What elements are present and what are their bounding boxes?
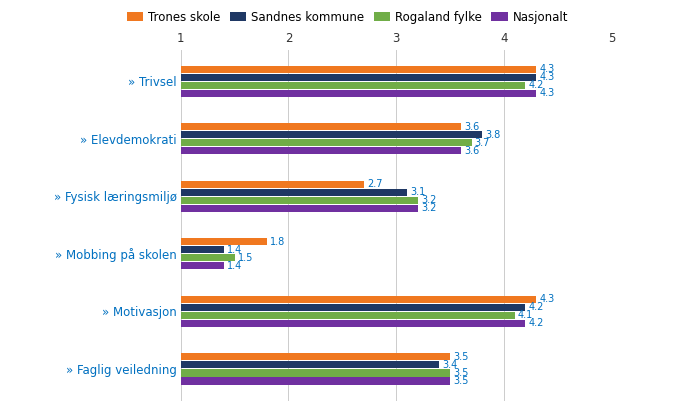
Text: 4.2: 4.2 <box>529 318 544 328</box>
Bar <box>181 377 450 385</box>
Bar <box>181 90 537 97</box>
Text: 1.4: 1.4 <box>227 261 243 271</box>
Text: 4.2: 4.2 <box>529 80 544 90</box>
Bar <box>181 320 525 327</box>
Bar <box>181 66 537 73</box>
Text: 1.4: 1.4 <box>227 245 243 255</box>
Text: 4.3: 4.3 <box>539 88 555 98</box>
Bar <box>181 139 471 146</box>
Text: 3.1: 3.1 <box>410 187 425 197</box>
Legend: Trones skole, Sandnes kommune, Rogaland fylke, Nasjonalt: Trones skole, Sandnes kommune, Rogaland … <box>122 6 573 28</box>
Bar <box>181 197 418 204</box>
Text: 3.5: 3.5 <box>453 352 468 362</box>
Text: 3.2: 3.2 <box>421 195 436 205</box>
Text: 1.8: 1.8 <box>270 237 286 247</box>
Text: 3.6: 3.6 <box>464 146 480 156</box>
Bar <box>181 246 224 254</box>
Text: 2.7: 2.7 <box>367 179 382 189</box>
Text: 3.7: 3.7 <box>475 138 490 148</box>
Bar <box>181 189 407 196</box>
Bar <box>181 361 439 368</box>
Bar <box>181 180 364 188</box>
Text: 3.8: 3.8 <box>486 130 501 140</box>
Bar <box>181 296 537 303</box>
Bar <box>181 82 525 89</box>
Text: 4.3: 4.3 <box>539 294 555 304</box>
Text: 3.4: 3.4 <box>443 360 458 370</box>
Bar <box>181 370 450 377</box>
Bar <box>181 147 461 154</box>
Bar <box>181 262 224 270</box>
Text: 3.2: 3.2 <box>421 203 436 214</box>
Bar <box>181 74 537 81</box>
Text: 3.5: 3.5 <box>453 368 468 378</box>
Bar <box>181 254 235 261</box>
Text: 4.2: 4.2 <box>529 302 544 312</box>
Bar <box>181 304 525 311</box>
Bar <box>181 312 514 319</box>
Text: 3.5: 3.5 <box>453 376 468 386</box>
Text: 1.5: 1.5 <box>238 253 253 263</box>
Text: 3.6: 3.6 <box>464 122 480 132</box>
Text: 4.3: 4.3 <box>539 72 555 82</box>
Text: 4.3: 4.3 <box>539 64 555 74</box>
Text: 4.1: 4.1 <box>518 311 533 320</box>
Bar <box>181 205 418 212</box>
Bar <box>181 354 450 361</box>
Bar <box>181 123 461 130</box>
Bar <box>181 131 482 138</box>
Bar <box>181 238 267 245</box>
